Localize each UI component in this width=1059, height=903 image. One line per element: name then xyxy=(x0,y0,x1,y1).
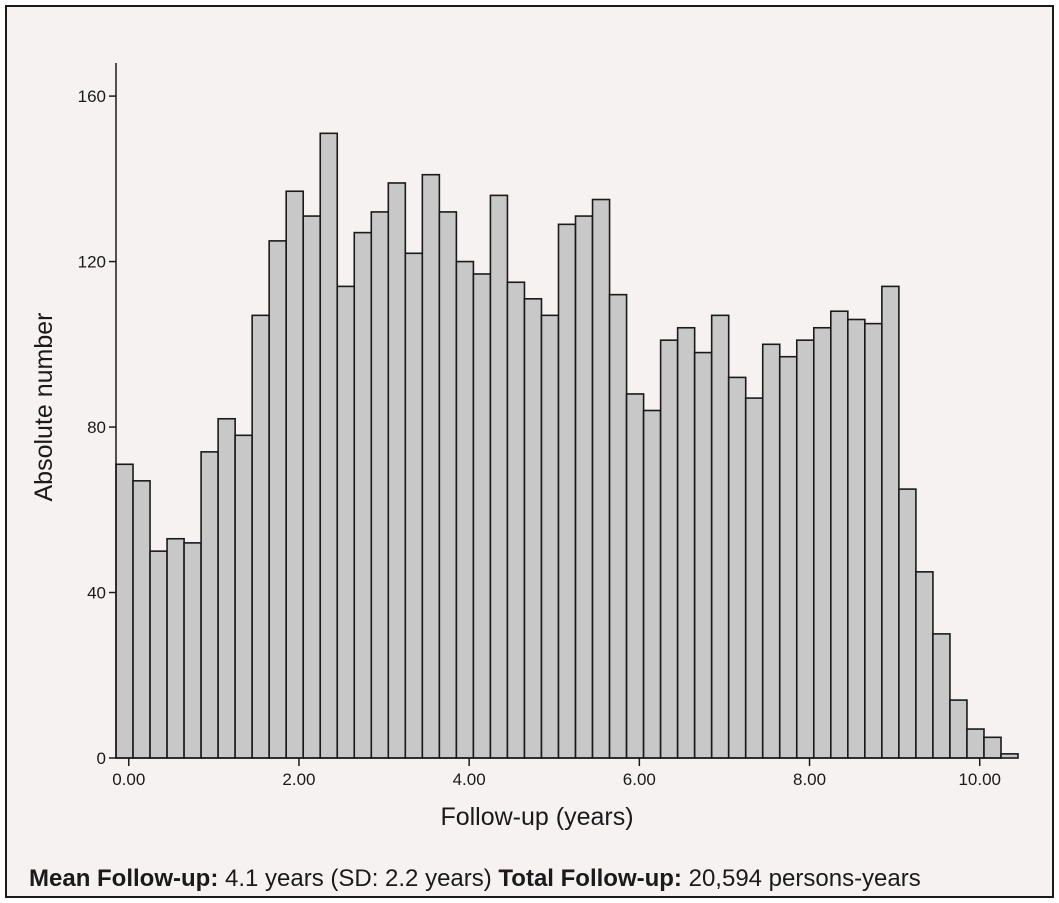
figure-frame: 0 40 80 120 160 0.00 2.00 4.00 6.00 8.00 10.00 Foll… xyxy=(5,5,1054,898)
histogram-bar xyxy=(983,736,1002,759)
histogram-bar xyxy=(744,397,764,759)
histogram-chart: 0 40 80 120 160 0.00 2.00 4.00 6.00 8.00 10.00 Foll… xyxy=(30,63,1019,831)
histogram-bar xyxy=(387,182,407,759)
caption: Mean Follow-up: 4.1 years (SD: 2.2 years… xyxy=(29,865,921,893)
histogram-bar xyxy=(370,211,390,759)
x-axis-title: Follow-up (years) xyxy=(440,803,633,831)
x-tick-label: 4.00 xyxy=(453,770,486,789)
histogram-bar xyxy=(898,488,917,759)
x-tick-label: 6.00 xyxy=(623,770,656,789)
histogram-bar xyxy=(1000,753,1019,759)
histogram-bar xyxy=(812,326,832,759)
histogram-bar xyxy=(438,211,458,759)
histogram-bar xyxy=(881,285,900,759)
histogram-bar xyxy=(200,451,219,759)
mean-follow-up-label: Mean Follow-up: xyxy=(29,865,219,892)
bars-group xyxy=(115,132,1019,759)
y-tick-label: 120 xyxy=(78,253,106,272)
histogram-bar xyxy=(472,273,492,759)
histogram-bar xyxy=(966,728,985,759)
x-tick-label: 0.00 xyxy=(112,770,145,789)
histogram-bar xyxy=(642,409,662,759)
histogram-bar xyxy=(319,132,339,759)
histogram-bar xyxy=(285,190,305,759)
total-follow-up-label: Total Follow-up: xyxy=(498,865,682,892)
histogram-bar xyxy=(115,463,134,759)
y-tick-label: 160 xyxy=(78,87,106,106)
mean-follow-up-value: 4.1 years (SD: 2.2 years) xyxy=(218,865,499,892)
histogram-bar xyxy=(830,310,849,759)
histogram-bar xyxy=(795,339,815,759)
histogram-bar xyxy=(268,240,287,759)
histogram-bar xyxy=(557,223,577,759)
histogram-bar xyxy=(591,198,611,759)
x-tick-label: 2.00 xyxy=(282,770,315,789)
histogram-bar xyxy=(455,260,475,759)
histogram-bar xyxy=(932,633,951,759)
y-tick-label: 0 xyxy=(97,749,106,768)
total-follow-up-value: 20,594 persons-years xyxy=(681,865,921,892)
y-axis-title: Absolute number xyxy=(30,312,58,501)
histogram-bar xyxy=(761,343,781,759)
x-tick-label: 8.00 xyxy=(793,770,826,789)
histogram-bar xyxy=(864,322,883,759)
histogram-bar xyxy=(540,314,560,759)
histogram-bar xyxy=(523,298,543,759)
histogram-bar xyxy=(710,314,730,759)
histogram-bar xyxy=(302,215,322,759)
x-tick-label: 10.00 xyxy=(958,770,1001,789)
histogram-bar xyxy=(149,550,168,759)
histogram-bar xyxy=(659,339,679,759)
histogram-bar xyxy=(574,215,594,759)
histogram-bar xyxy=(506,281,526,759)
histogram-bar xyxy=(727,376,747,759)
histogram-bar xyxy=(693,351,713,759)
histogram-bar xyxy=(166,537,185,759)
histogram-bar xyxy=(676,326,696,759)
histogram-bar xyxy=(234,434,253,759)
y-tick-label: 80 xyxy=(87,418,106,437)
histogram-bar xyxy=(915,571,934,759)
y-tick-label: 40 xyxy=(87,584,106,603)
axes-group: 0 40 80 120 160 0.00 2.00 4.00 6.00 8.00 10.00 Foll… xyxy=(30,63,1001,831)
histogram-bar xyxy=(336,285,356,759)
histogram-bar xyxy=(251,314,270,759)
histogram-bar xyxy=(625,393,645,759)
histogram-bar xyxy=(132,480,151,759)
histogram-bar xyxy=(183,542,202,759)
histogram-bar xyxy=(489,194,509,759)
histogram-bar xyxy=(949,699,968,759)
histogram-bar xyxy=(847,318,866,759)
histogram-bar xyxy=(404,252,424,759)
histogram-bar xyxy=(353,231,373,759)
histogram-bar xyxy=(217,417,236,759)
histogram-bar xyxy=(421,173,441,759)
histogram-bar xyxy=(608,293,628,759)
histogram-bar xyxy=(778,355,798,759)
